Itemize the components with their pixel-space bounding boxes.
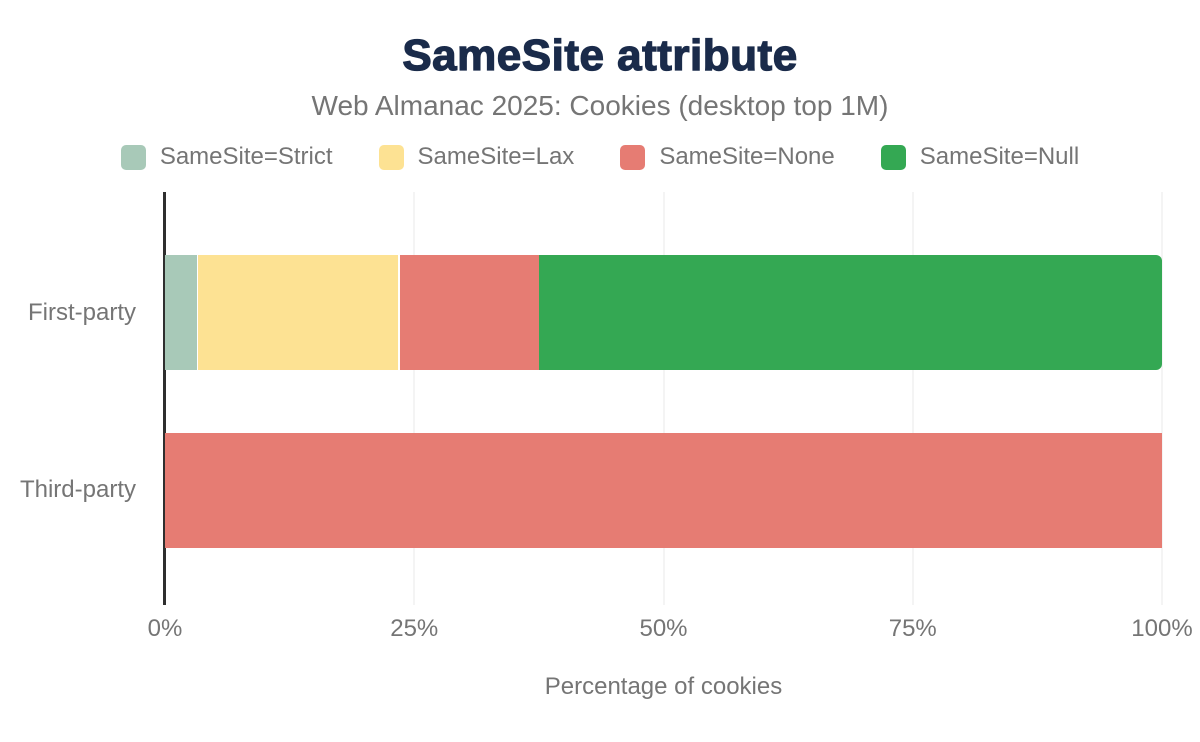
x-axis-title: Percentage of cookies — [544, 673, 783, 700]
x-axis-ticks: 0% 25% 50% 75% 100% — [148, 614, 1193, 644]
y-axis-labels: First-party Third-party — [0, 192, 150, 605]
legend-label: SameSite=Null — [919, 143, 1080, 170]
legend-swatch-icon — [378, 144, 404, 170]
y-axis-line — [163, 192, 166, 605]
legend-item-samesite-none: SameSite=None — [620, 142, 835, 172]
legend-swatch-icon — [620, 144, 646, 170]
segment-first-party-samesite-strict — [165, 255, 198, 370]
bar-third-party — [165, 433, 1162, 548]
x-tick-25: 25% — [390, 615, 439, 642]
legend-item-samesite-lax: SameSite=Lax — [378, 142, 575, 172]
legend-item-samesite-null: SameSite=Null — [880, 142, 1080, 172]
segment-third-party-samesite-none — [165, 433, 1162, 548]
gridline-25 — [413, 192, 415, 605]
x-tick-100: 100% — [1131, 615, 1193, 642]
chart-title: SameSite attribute — [402, 30, 798, 80]
category-label-third-party: Third-party — [19, 476, 136, 503]
category-label-first-party: First-party — [28, 299, 136, 326]
legend-label: SameSite=Strict — [159, 143, 333, 170]
segment-first-party-samesite-null — [538, 255, 1162, 370]
gridline-50 — [663, 192, 664, 605]
gridline-100 — [1161, 192, 1163, 605]
legend-label: SameSite=None — [659, 143, 835, 170]
chart-subtitle: Web Almanac 2025: Cookies (desktop top 1… — [311, 90, 889, 121]
legend-swatch-icon — [120, 144, 146, 170]
segment-first-party-samesite-none — [400, 255, 539, 370]
plot-area — [163, 192, 1163, 605]
legend-swatch-icon — [880, 144, 906, 170]
x-tick-75: 75% — [888, 615, 937, 642]
gridline-75 — [912, 192, 914, 605]
bar-first-party — [165, 255, 1162, 370]
chart-legend: SameSite=Strict SameSite=Lax SameSite=None… — [0, 142, 1200, 172]
x-tick-0: 0% — [147, 615, 183, 642]
legend-label: SameSite=Lax — [417, 143, 575, 170]
x-tick-50: 50% — [639, 615, 688, 642]
legend-item-samesite-strict: SameSite=Strict — [120, 142, 333, 172]
segment-first-party-samesite-lax — [197, 255, 401, 370]
